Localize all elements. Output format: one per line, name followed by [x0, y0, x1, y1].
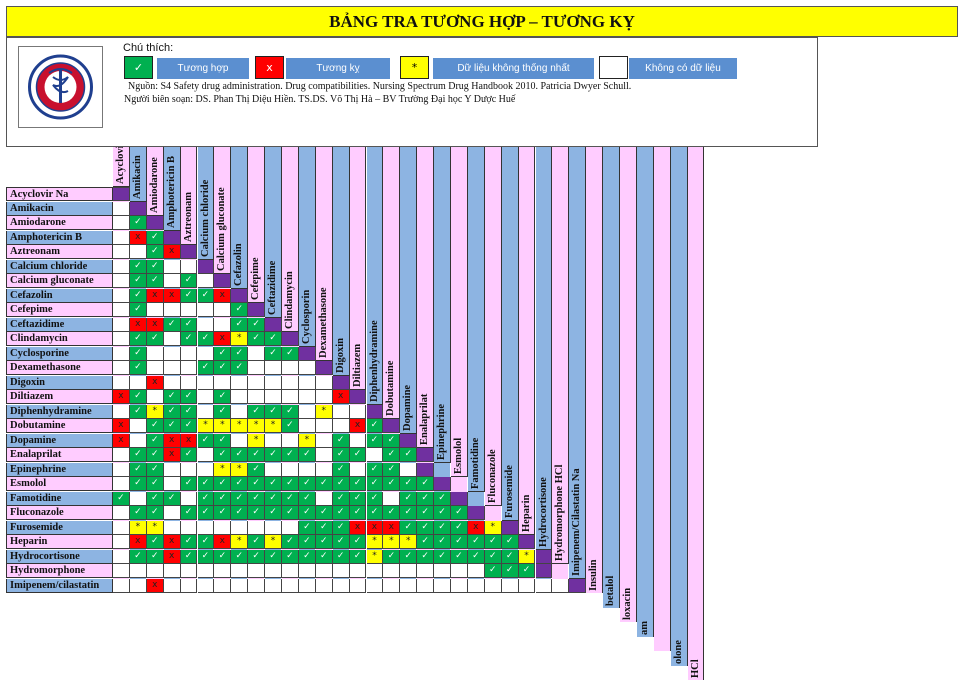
author-note: Người biên soạn: DS. Phan Thị Diệu Hiền.… [124, 94, 516, 105]
column-header-label: loxacin [622, 587, 633, 620]
column-header-label: olone [672, 639, 684, 664]
page-title: BẢNG TRA TƯƠNG HỢP – TƯƠNG KỴ [6, 6, 958, 37]
legend-ok-swatch: ✓ [124, 56, 153, 79]
legend-title: Chú thích: [123, 42, 174, 54]
legend-warn-label: Dữ liệu không thống nhất [433, 58, 594, 79]
legend-none-label: Không có dữ liệu [629, 58, 737, 79]
legend-none-swatch [599, 56, 628, 79]
legend-bad-label: Tương kỵ [286, 58, 390, 79]
column-header-label: am [638, 620, 650, 635]
legend-bad-swatch: x [255, 56, 284, 79]
university-logo [18, 46, 103, 128]
legend-warn-swatch: * [400, 56, 429, 79]
source-note: Nguồn: S4 Safety drug administration. Dr… [128, 81, 632, 92]
legend-panel: Chú thích: ✓ Tương hợp x Tương kỵ * Dữ l… [6, 37, 818, 147]
column-header-label: HCl [689, 659, 701, 678]
legend-ok-label: Tương hợp [157, 58, 249, 79]
